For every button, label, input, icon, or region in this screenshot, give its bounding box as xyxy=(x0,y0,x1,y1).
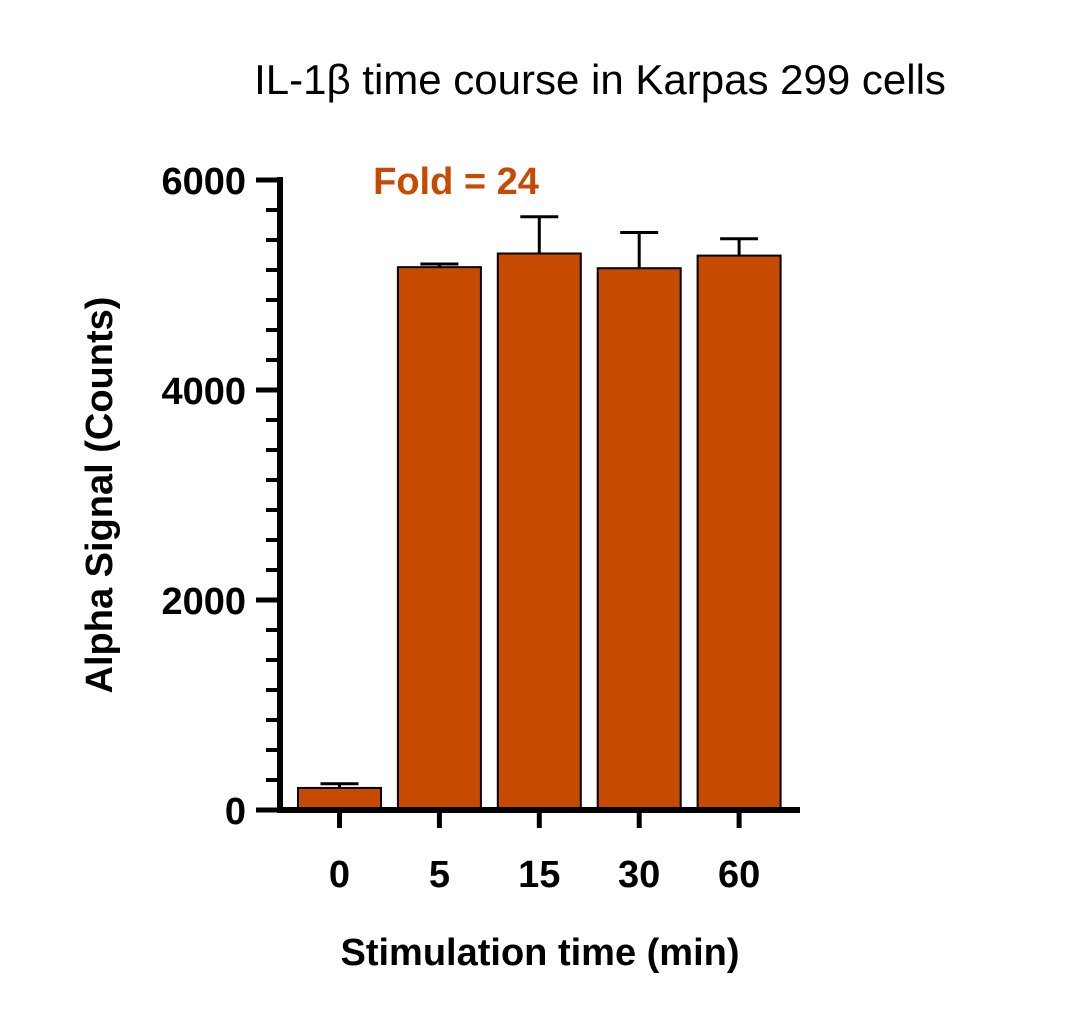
x-tick-label: 5 xyxy=(429,854,450,896)
x-axis-label: Stimulation time (min) xyxy=(341,932,740,974)
chart-title: IL-1β time course in Karpas 299 cells xyxy=(254,56,946,103)
y-tick-label: 6000 xyxy=(161,161,246,203)
bar-0 xyxy=(297,786,382,812)
bar-15 xyxy=(496,252,582,811)
y-tick-label: 0 xyxy=(225,791,246,833)
y-tick-label: 2000 xyxy=(161,581,246,623)
x-tick-label: 30 xyxy=(618,854,660,896)
x-tick-label: 60 xyxy=(718,854,760,896)
y-axis-label: Alpha Signal (Counts) xyxy=(79,297,121,694)
bar-5 xyxy=(396,266,482,811)
x-tick-label: 0 xyxy=(329,854,350,896)
fold-annotation: Fold = 24 xyxy=(373,161,539,203)
y-tick-label: 4000 xyxy=(161,371,246,413)
x-tick-label: 15 xyxy=(518,854,560,896)
bar-30 xyxy=(596,267,682,811)
bar-60 xyxy=(696,254,782,812)
